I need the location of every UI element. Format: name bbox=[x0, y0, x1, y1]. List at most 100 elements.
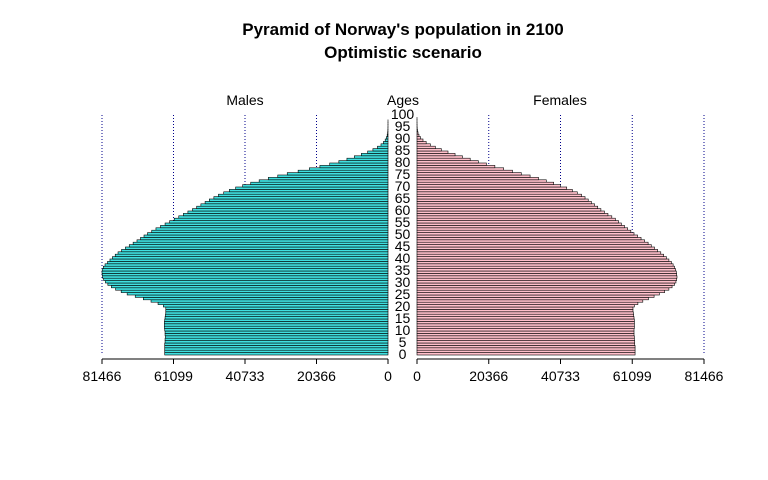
male-bar bbox=[140, 237, 389, 241]
age-labels: 0510152025303540455055606570758085909510… bbox=[391, 106, 415, 362]
female-bar bbox=[416, 313, 634, 317]
male-bar bbox=[229, 189, 389, 193]
female-bar bbox=[416, 294, 655, 298]
female-bar bbox=[416, 273, 677, 277]
age-tick-label: 90 bbox=[395, 130, 411, 146]
female-bar bbox=[416, 229, 632, 233]
female-bar bbox=[416, 261, 672, 265]
male-bar bbox=[165, 335, 389, 339]
age-tick-label: 40 bbox=[395, 250, 411, 266]
age-tick-label: 30 bbox=[395, 274, 411, 290]
female-bar bbox=[416, 325, 635, 329]
male-bar bbox=[204, 201, 389, 205]
male-bar bbox=[109, 258, 389, 262]
male-bar bbox=[329, 162, 389, 166]
age-tick-label: 20 bbox=[395, 298, 411, 314]
male-bar bbox=[165, 313, 389, 317]
male-bar bbox=[338, 160, 389, 164]
male-bar bbox=[372, 148, 389, 152]
male-bar bbox=[101, 273, 389, 277]
male-bar bbox=[105, 280, 389, 284]
female-bar bbox=[416, 210, 605, 214]
male-bar bbox=[223, 191, 389, 195]
male-x-tick-label: 20366 bbox=[297, 368, 336, 384]
female-bar bbox=[416, 347, 636, 351]
male-bar bbox=[297, 169, 389, 173]
age-tick-label: 70 bbox=[395, 178, 411, 194]
female-bar bbox=[416, 337, 635, 341]
male-bar bbox=[173, 217, 389, 221]
female-bar bbox=[416, 321, 635, 325]
male-bar bbox=[209, 198, 389, 202]
male-bar bbox=[200, 203, 389, 207]
male-bar bbox=[102, 265, 389, 269]
female-bar bbox=[416, 165, 496, 169]
age-tick-label: 85 bbox=[395, 142, 411, 158]
female-bar bbox=[416, 256, 667, 260]
female-bar bbox=[416, 330, 635, 334]
male-bar bbox=[187, 210, 389, 214]
male-bar bbox=[164, 345, 389, 349]
female-bar bbox=[416, 186, 568, 190]
female-bar bbox=[416, 246, 655, 250]
male-bar bbox=[367, 150, 389, 154]
female-bar bbox=[416, 251, 662, 255]
females-label: Females bbox=[533, 92, 587, 108]
female-x-tick-label: 61099 bbox=[613, 368, 652, 384]
male-bar bbox=[147, 232, 389, 236]
male-bar bbox=[107, 282, 389, 286]
male-bar bbox=[165, 309, 389, 313]
male-bar bbox=[164, 347, 389, 351]
female-bar bbox=[416, 237, 642, 241]
female-bar bbox=[416, 268, 676, 272]
female-bar bbox=[416, 285, 673, 289]
age-tick-label: 0 bbox=[399, 346, 407, 362]
female-bar bbox=[416, 318, 635, 322]
female-bar bbox=[416, 345, 636, 349]
male-bar bbox=[114, 253, 389, 257]
male-bar bbox=[155, 227, 389, 231]
male-bar bbox=[103, 277, 389, 281]
female-bar bbox=[416, 172, 522, 176]
female-bar bbox=[416, 234, 638, 238]
male-bar bbox=[125, 246, 389, 250]
male-bar bbox=[115, 287, 389, 291]
female-bar bbox=[416, 196, 586, 200]
age-tick-label: 25 bbox=[395, 286, 411, 302]
female-bar bbox=[416, 232, 635, 236]
female-bar bbox=[416, 205, 599, 209]
male-bar bbox=[277, 174, 389, 178]
female-bar bbox=[416, 215, 613, 219]
male-bar bbox=[258, 179, 389, 183]
male-bar bbox=[143, 297, 389, 301]
female-bar bbox=[416, 282, 675, 286]
female-bar bbox=[416, 201, 592, 205]
female-bar bbox=[416, 306, 634, 310]
female-bar bbox=[416, 193, 582, 197]
female-bar bbox=[416, 349, 636, 353]
male-bar bbox=[164, 342, 389, 346]
female-bar bbox=[416, 208, 602, 212]
female-bar bbox=[416, 153, 456, 157]
male-x-tick-label: 61099 bbox=[154, 368, 193, 384]
x-axes: 0 0 20366 20366 40733 40733 61099 61099 81466 814… bbox=[83, 358, 724, 384]
male-x-tick-label: 81466 bbox=[83, 368, 122, 384]
male-bar bbox=[136, 239, 389, 243]
male-bar bbox=[218, 193, 389, 197]
female-bar bbox=[416, 167, 504, 171]
male-bar bbox=[150, 299, 389, 303]
male-bar bbox=[235, 186, 389, 190]
male-bar bbox=[164, 349, 389, 353]
female-bars bbox=[416, 117, 678, 356]
males-label: Males bbox=[226, 92, 263, 108]
age-tick-label: 55 bbox=[395, 214, 411, 230]
male-bar bbox=[178, 215, 389, 219]
female-bar bbox=[416, 179, 547, 183]
male-bar bbox=[164, 340, 389, 344]
male-bar bbox=[164, 352, 389, 356]
male-bars bbox=[101, 119, 389, 356]
female-bar bbox=[416, 244, 652, 248]
female-x-tick-label: 20366 bbox=[469, 368, 508, 384]
female-bar bbox=[416, 304, 635, 308]
